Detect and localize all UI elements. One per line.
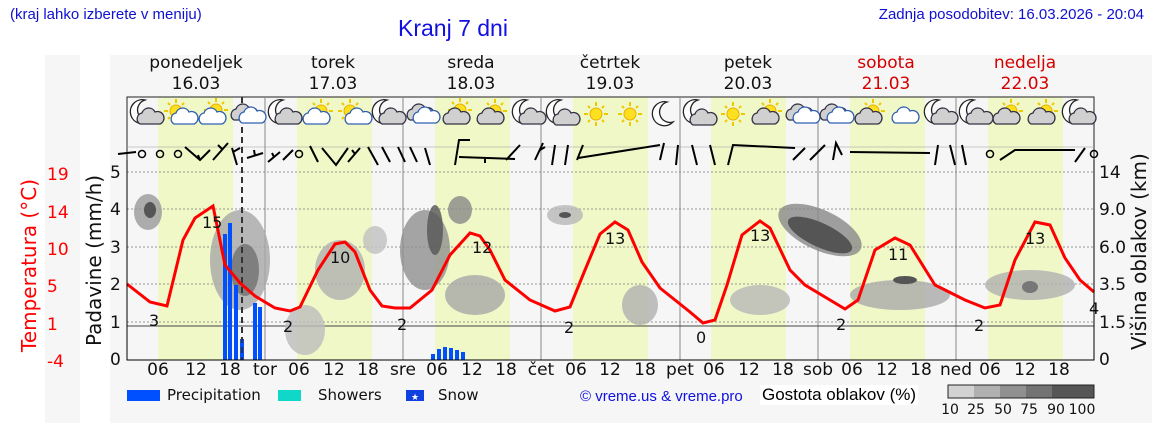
day-header-0: ponedeljek 16.03 — [149, 53, 243, 94]
svg-text:11: 11 — [888, 245, 908, 264]
cloud-axis-ticks: 14 9.0 6.0 3.5 1.5 0 — [1099, 163, 1126, 370]
svg-text:06: 06 — [147, 360, 169, 380]
svg-text:12: 12 — [323, 360, 345, 380]
temp-axis-ticks: 19 14 10 5 1 -4 — [47, 165, 69, 372]
cloud-axis-title: Višina oblakov (km) — [1127, 153, 1151, 350]
svg-text:9.0: 9.0 — [1099, 200, 1126, 220]
svg-text:2: 2 — [110, 275, 121, 295]
svg-text:čet: čet — [528, 360, 555, 380]
svg-text:90: 90 — [1047, 402, 1065, 418]
svg-text:ned: ned — [940, 360, 972, 380]
snow-swatch — [406, 390, 424, 401]
wind-barbs-row — [117, 139, 1099, 167]
svg-text:18: 18 — [357, 360, 379, 380]
svg-text:6.0: 6.0 — [1099, 238, 1126, 258]
svg-text:06: 06 — [288, 360, 310, 380]
svg-text:13: 13 — [605, 229, 625, 248]
svg-text:2: 2 — [283, 317, 293, 336]
day-header-4: petek 20.03 — [723, 53, 773, 94]
svg-text:14: 14 — [47, 203, 69, 223]
svg-text:1: 1 — [47, 315, 58, 335]
cloud-axis-panel — [1110, 55, 1152, 423]
legend-precipitation: Precipitation — [167, 386, 261, 404]
svg-text:18: 18 — [219, 360, 241, 380]
svg-text:06: 06 — [979, 360, 1001, 380]
svg-text:5: 5 — [110, 163, 121, 183]
svg-text:2: 2 — [836, 315, 846, 334]
svg-text:12: 12 — [738, 360, 760, 380]
showers-swatch — [278, 390, 301, 401]
svg-text:18: 18 — [634, 360, 656, 380]
svg-text:2: 2 — [397, 315, 407, 334]
temperature-curve — [126, 203, 1095, 325]
svg-text:-4: -4 — [47, 352, 64, 372]
legend-snow: Snow — [438, 386, 479, 404]
svg-text:14: 14 — [1099, 163, 1121, 183]
svg-text:12: 12 — [876, 360, 898, 380]
svg-text:12: 12 — [1014, 360, 1036, 380]
svg-text:0: 0 — [1099, 350, 1110, 370]
snow-star-icon: ★ — [411, 393, 419, 403]
svg-text:1: 1 — [110, 313, 121, 333]
legend-showers: Showers — [318, 386, 382, 404]
svg-text:4: 4 — [110, 200, 121, 220]
page-title: Kranj 7 dni — [398, 15, 508, 41]
svg-text:0: 0 — [696, 328, 706, 347]
density-scale — [947, 384, 1095, 399]
svg-text:sob: sob — [803, 360, 833, 380]
last-updated: Zadnja posodobitev: 16.03.2026 - 20:04 — [878, 6, 1144, 23]
day-header-6: nedelja 22.03 — [993, 53, 1057, 94]
svg-text:50: 50 — [994, 402, 1012, 418]
svg-text:06: 06 — [703, 360, 725, 380]
svg-text:18: 18 — [495, 360, 517, 380]
temp-axis-panel — [45, 55, 80, 423]
svg-text:06: 06 — [565, 360, 587, 380]
svg-text:10: 10 — [330, 248, 350, 267]
svg-text:2: 2 — [564, 318, 574, 337]
svg-text:3: 3 — [149, 311, 159, 330]
svg-text:13: 13 — [750, 226, 770, 245]
svg-text:06: 06 — [841, 360, 863, 380]
precipitation-swatch — [127, 390, 160, 401]
svg-text:19: 19 — [47, 165, 69, 185]
svg-text:100: 100 — [1069, 402, 1096, 418]
day-header-2: sreda 18.03 — [446, 53, 496, 94]
precip-axis-ticks: 5 4 3 2 1 0 — [110, 163, 121, 370]
svg-text:12: 12 — [461, 360, 483, 380]
svg-text:12: 12 — [599, 360, 621, 380]
svg-text:18: 18 — [910, 360, 932, 380]
precip-axis-title: Padavine (mm/h) — [82, 175, 106, 346]
svg-text:3.5: 3.5 — [1099, 275, 1126, 295]
svg-text:pet: pet — [666, 360, 694, 380]
svg-text:0: 0 — [110, 350, 121, 370]
svg-text:25: 25 — [967, 402, 985, 418]
day-header-1: torek 17.03 — [308, 53, 358, 94]
density-ticks: 10 25 50 75 90 100 — [941, 402, 1095, 418]
svg-text:18: 18 — [772, 360, 794, 380]
svg-text:3: 3 — [110, 238, 121, 258]
svg-text:sre: sre — [390, 360, 416, 380]
svg-text:12: 12 — [185, 360, 207, 380]
svg-text:12: 12 — [472, 238, 492, 257]
svg-text:tor: tor — [253, 360, 277, 380]
svg-text:15: 15 — [202, 213, 222, 232]
svg-text:2: 2 — [974, 316, 984, 335]
density-title: Gostota oblakov (%) — [760, 385, 919, 405]
day-header-3: četrtek 19.03 — [579, 53, 641, 94]
svg-text:10: 10 — [941, 402, 959, 418]
svg-text:5: 5 — [47, 277, 58, 297]
x-axis-labels: 06 12 18 tor 06 12 18 sre 06 12 18 čet 0… — [147, 360, 1070, 380]
svg-text:13: 13 — [1025, 229, 1045, 248]
day-header-5: sobota 21.03 — [857, 53, 915, 94]
copyright-link[interactable]: © vreme.us & vreme.pro — [580, 388, 743, 405]
location-hint: (kraj lahko izberete v meniju) — [10, 6, 202, 23]
svg-text:18: 18 — [1048, 360, 1070, 380]
temp-axis-title: Temperatura (°C) — [17, 179, 41, 353]
svg-text:06: 06 — [426, 360, 448, 380]
svg-text:75: 75 — [1020, 402, 1038, 418]
svg-text:10: 10 — [47, 240, 69, 260]
svg-text:1.5: 1.5 — [1099, 313, 1126, 333]
